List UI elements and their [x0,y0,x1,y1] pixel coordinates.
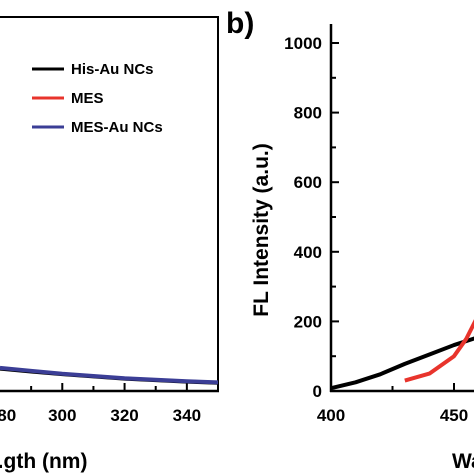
panel-b-x-axis-title: Wa... [452,450,474,473]
y-tick-label: 800 [294,104,322,123]
x-tick-label: 400 [317,406,345,425]
panel-b-x-ticks: 400 450 [317,383,468,425]
panel-b-y-axis-title: FL Intensity (a.u.) [250,143,273,316]
panel-b-label: b) [226,7,254,40]
x-tick-label-partial: 280 [0,406,16,425]
panel-a: 300 320 340 280 ...gth (nm) His-Au NCs MES … [0,16,219,473]
panel-a-x-axis-title: ...gth (nm) [0,450,87,473]
panel-b-series [330,319,474,391]
y-tick-label: 600 [294,173,322,192]
y-tick-label: 200 [294,312,322,331]
x-tick-label: 450 [440,406,468,425]
x-tick-label: 300 [48,406,76,425]
legend-label-mes: MES [71,90,104,107]
x-tick-label: 320 [110,406,138,425]
legend-label-his-au: His-Au NCs [71,61,154,78]
panel-b-y-ticks: 0 200 400 600 800 1000 [284,34,339,401]
panel-a-series [0,365,219,385]
panel-b: b) 0 200 400 600 800 1000 400 450 FL Intensity… [226,7,474,473]
x-tick-label: 340 [173,406,201,425]
series-line-his-au-ncs [330,336,474,391]
series-line-mes-au-ncs [0,365,219,385]
legend-label-mes-au: MES-Au NCs [71,119,163,136]
series-line-mes [404,319,474,383]
y-tick-label: 400 [294,243,322,262]
y-tick-label: 1000 [284,34,322,53]
panel-a-legend: His-Au NCs MES MES-Au NCs [32,61,163,136]
panel-a-x-ticks: 300 320 340 280 [0,383,219,425]
y-tick-label: 0 [313,382,322,401]
